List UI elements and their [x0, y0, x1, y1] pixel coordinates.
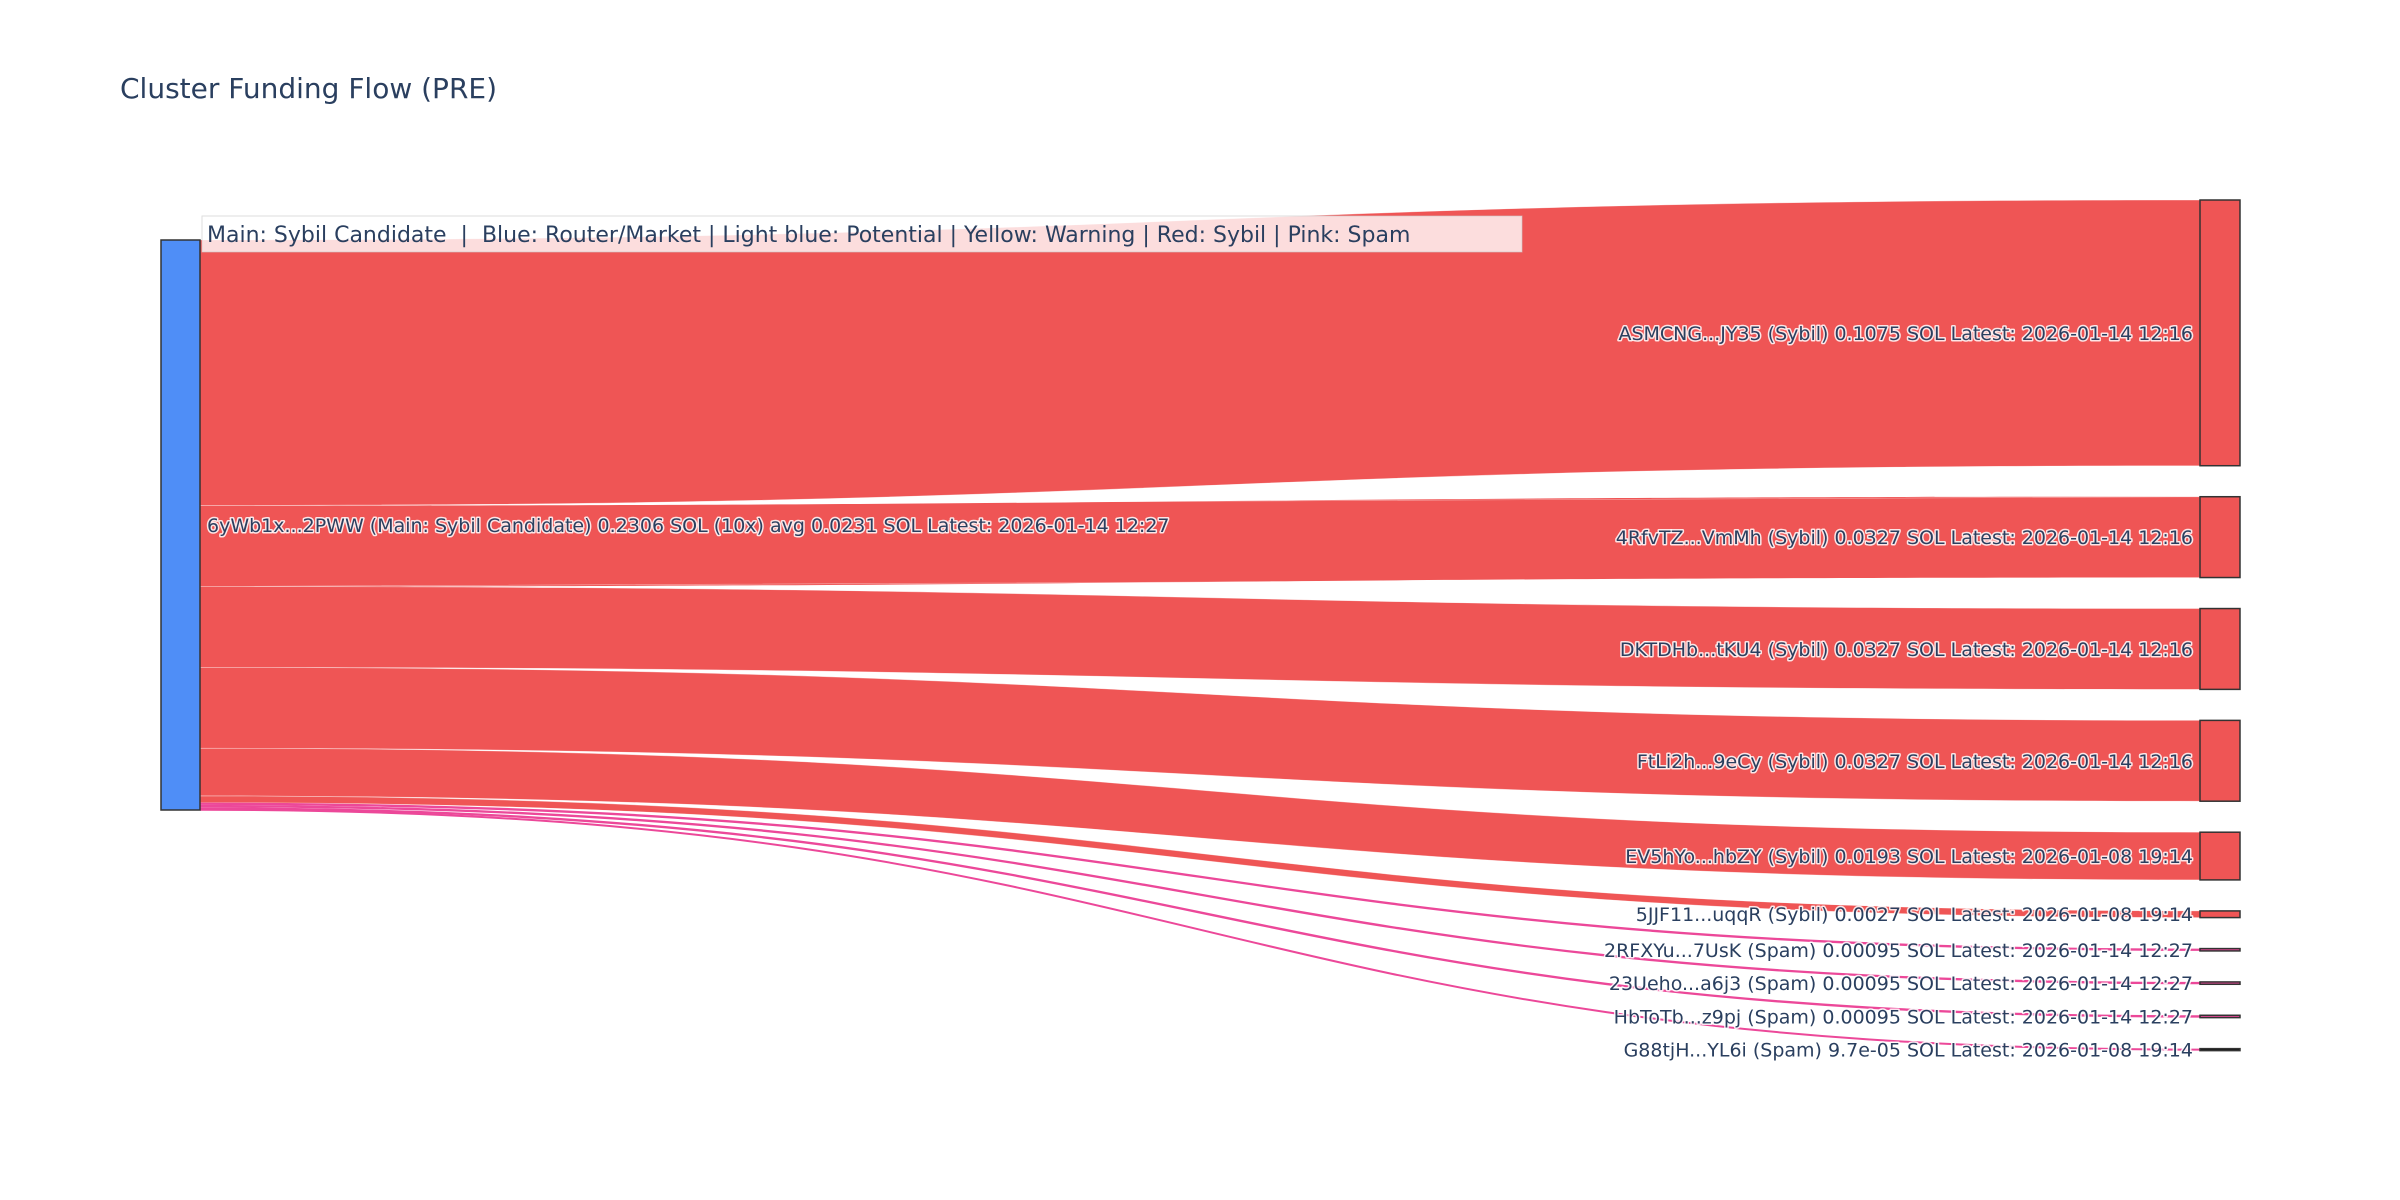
target-node-3[interactable]	[2199, 719, 2241, 802]
source-node-label: 6yWb1x...2PWW (Main: Sybil Candidate) 0.…	[207, 515, 1170, 537]
target-node-4[interactable]	[2199, 831, 2241, 881]
target-node-label: 23Ueho...a6j3 (Spam) 0.00095 SOL Latest:…	[1609, 973, 2193, 995]
target-node-2[interactable]	[2199, 607, 2241, 691]
target-node-7[interactable]	[2199, 981, 2241, 986]
target-node-9[interactable]	[2199, 1047, 2241, 1052]
link-7[interactable]	[199, 804, 2201, 985]
target-node-label: G88tjH...YL6i (Spam) 9.7e-05 SOL Latest:…	[1624, 1040, 2193, 1062]
link-8[interactable]	[199, 807, 2201, 1018]
chart-title: Cluster Funding Flow (PRE)	[120, 72, 498, 105]
target-node-label: 2RFXYu...7UsK (Spam) 0.00095 SOL Latest:…	[1604, 940, 2193, 962]
links	[199, 199, 2201, 1051]
legend-annotation: Main: Sybil Candidate | Blue: Router/Mar…	[201, 215, 1523, 253]
target-node-5[interactable]	[2199, 910, 2241, 919]
target-node-label: HbToTb...z9pj (Spam) 0.00095 SOL Latest:…	[1614, 1006, 2193, 1028]
link-6[interactable]	[199, 802, 2201, 951]
target-node-8[interactable]	[2199, 1014, 2241, 1019]
target-node-0[interactable]	[2199, 199, 2241, 467]
target-node-label: ASMCNG...JY35 (Sybil) 0.1075 SOL Latest:…	[1618, 323, 2193, 345]
source-node[interactable]	[160, 239, 201, 811]
annotation-text: Main: Sybil Candidate | Blue: Router/Mar…	[207, 223, 1410, 248]
target-node-label: DKTDHb...tKU4 (Sybil) 0.0327 SOL Latest:…	[1620, 639, 2193, 661]
annotation-box	[201, 215, 1523, 253]
target-node-label: 4RfvTZ...VmMh (Sybil) 0.0327 SOL Latest:…	[1616, 527, 2193, 549]
target-node-label: EV5hYo...hbZY (Sybil) 0.0193 SOL Latest:…	[1625, 846, 2193, 868]
nodes: ASMCNG...JY35 (Sybil) 0.1075 SOL Latest:…	[160, 199, 2241, 1063]
target-node-1[interactable]	[2199, 495, 2241, 579]
target-node-label: FtLi2h...9eCy (Sybil) 0.0327 SOL Latest:…	[1637, 751, 2193, 773]
link-9[interactable]	[199, 808, 2201, 1051]
target-node-6[interactable]	[2199, 947, 2241, 952]
target-node-label: 5JJF11...uqqR (Sybil) 0.0027 SOL Latest:…	[1636, 904, 2193, 926]
